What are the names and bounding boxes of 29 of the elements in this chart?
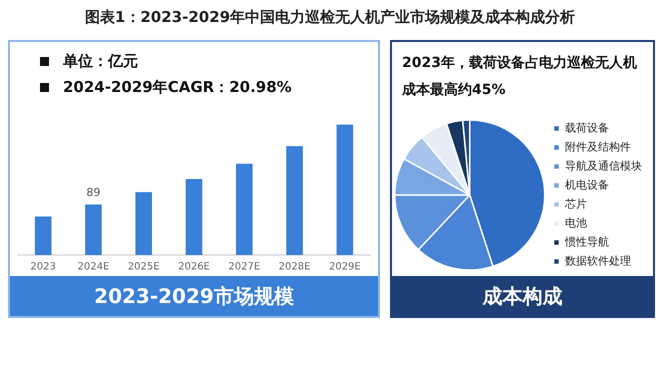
bar xyxy=(186,179,202,255)
legend-label: 数据软件处理 xyxy=(565,254,631,268)
x-tick-label: 2028E xyxy=(278,262,310,273)
legend-label: 电池 xyxy=(565,216,587,230)
legend-label: 芯片 xyxy=(564,197,587,210)
bar xyxy=(34,216,52,255)
legend-label: 附件及结构件 xyxy=(565,140,631,154)
bar xyxy=(135,192,152,255)
bar xyxy=(85,204,102,255)
x-tick-label: 2025E xyxy=(128,262,160,273)
legend-label: 机电设备 xyxy=(565,178,609,192)
data-label: 89 xyxy=(86,186,100,199)
x-tick-label: 2026E xyxy=(178,262,210,273)
text: 2024-2029年CAGR：20.98% xyxy=(63,78,292,97)
text: 2023-2029市场规模 xyxy=(10,276,378,316)
x-tick-label: 2024E xyxy=(78,262,110,273)
chart-title: 2023年，载荷设备占电力巡检无人机成本最高约45% xyxy=(402,54,638,100)
text: 单位：亿元 xyxy=(63,52,138,71)
x-tick-label: 2023 xyxy=(30,262,56,273)
legend-label: 惯性导航 xyxy=(564,235,609,248)
bar xyxy=(236,164,253,255)
x-tick-label: 2029E xyxy=(328,262,361,273)
legend-label: 载荷设备 xyxy=(565,121,609,134)
chart-title: 图表1：2023-2029年中国电力巡检无人机产业市场规模及成本构成分析 xyxy=(84,8,576,27)
text: 成本构成 xyxy=(392,276,653,316)
legend-label: 导航及通信模块 xyxy=(565,159,642,172)
x-tick-label: 2027E xyxy=(228,262,260,273)
bar xyxy=(336,124,354,255)
bar xyxy=(286,146,303,255)
